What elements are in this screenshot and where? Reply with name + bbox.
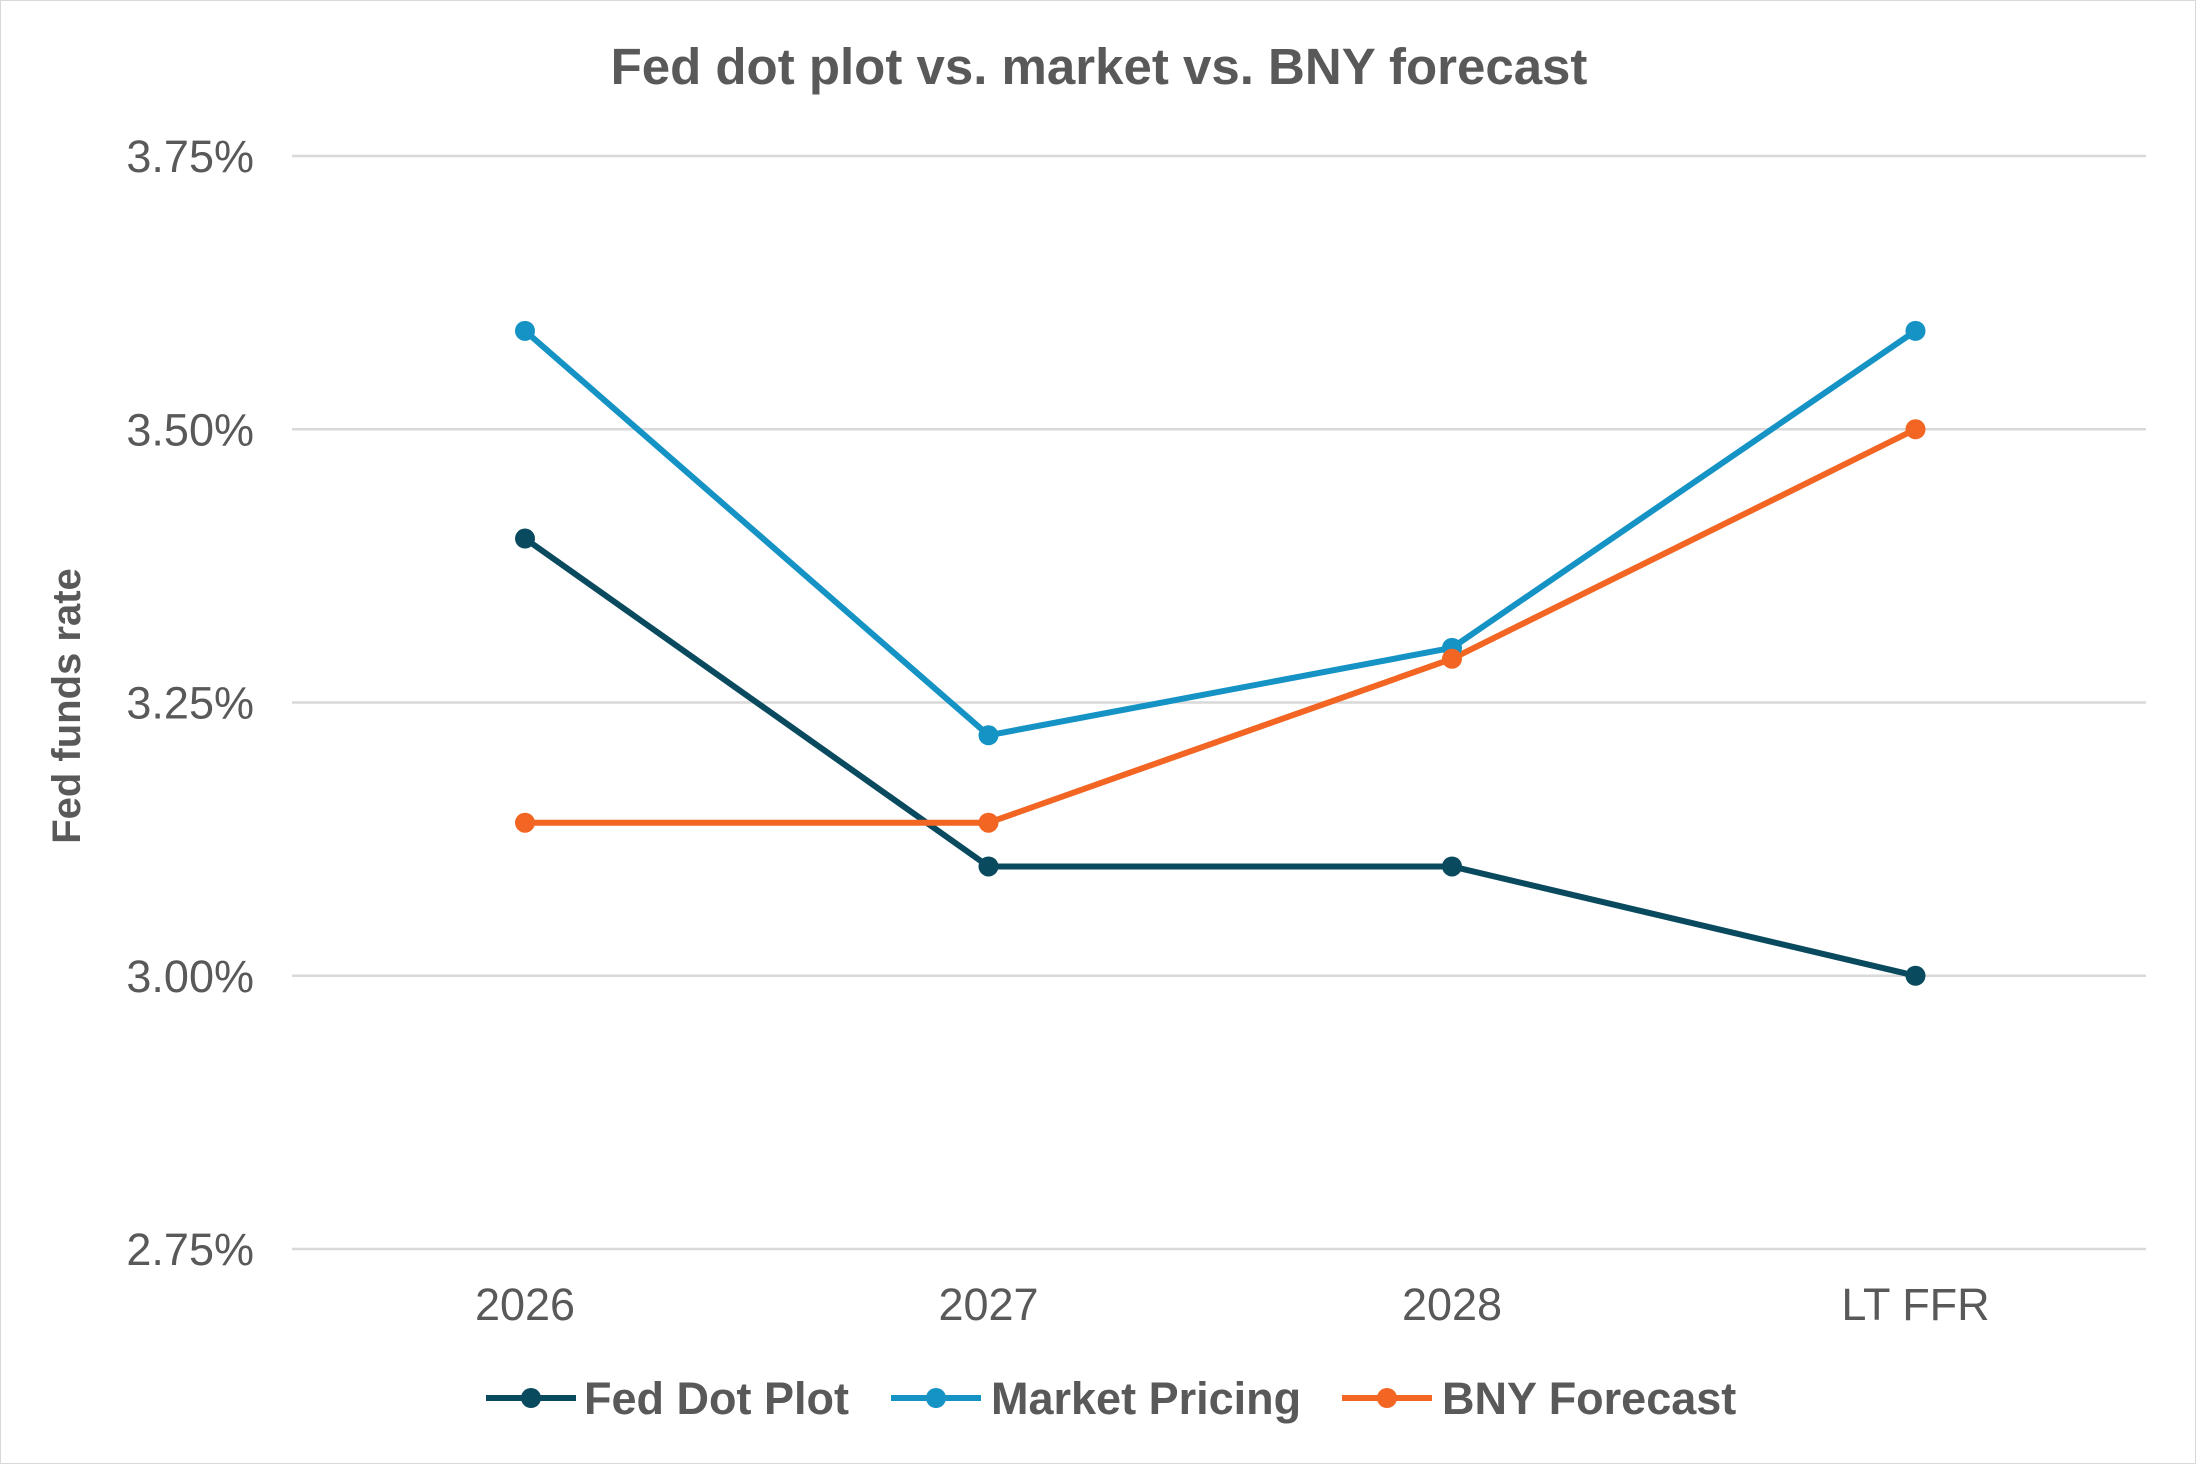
legend-swatch-marker [521, 1388, 541, 1408]
chart-title: Fed dot plot vs. market vs. BNY forecast [611, 38, 1588, 95]
legend-swatch-marker [926, 1388, 946, 1408]
y-tick-label: 3.75% [126, 131, 254, 182]
series-line-fed-dot-plot [523, 536, 1917, 979]
data-point [1905, 965, 1926, 986]
legend-label: BNY Forecast [1442, 1373, 1736, 1424]
legend-label: Fed Dot Plot [584, 1373, 849, 1424]
x-tick-label: LT FFR [1841, 1279, 1989, 1330]
legend-item-bny-forecast: BNY Forecast [1342, 1373, 1736, 1424]
data-point [1905, 419, 1926, 440]
data-point [515, 528, 535, 549]
y-tick-label: 3.25% [126, 678, 254, 729]
data-point [515, 812, 535, 833]
data-point [1442, 648, 1462, 669]
data-point [515, 320, 535, 341]
series-line-bny-forecast [525, 426, 1917, 826]
y-tick-label: 3.00% [126, 951, 254, 1002]
legend: Fed Dot Plot Market Pricing BNY Forecast [486, 1373, 1736, 1424]
gridlines [292, 154, 2146, 1251]
data-point [1905, 320, 1926, 341]
series-points [515, 320, 1926, 986]
data-point [1442, 856, 1462, 877]
y-axis-label: Fed funds rate [45, 568, 89, 844]
legend-label: Market Pricing [991, 1373, 1301, 1424]
y-axis-ticks: 2.75% 3.00% 3.25% 3.50% 3.75% [126, 131, 254, 1275]
x-tick-label: 2028 [1402, 1279, 1502, 1330]
data-point [978, 725, 999, 746]
x-axis-ticks: 2026 2027 2028 LT FFR [475, 1279, 1990, 1330]
x-tick-label: 2026 [475, 1279, 575, 1330]
data-point [978, 856, 999, 877]
y-tick-label: 2.75% [126, 1224, 254, 1275]
legend-item-market-pricing: Market Pricing [891, 1373, 1301, 1424]
series-line-market-pricing [523, 328, 1918, 739]
legend-swatch-marker [1377, 1388, 1397, 1408]
series-lines [523, 328, 1918, 979]
data-point [978, 812, 999, 833]
y-tick-label: 3.50% [126, 404, 254, 455]
legend-item-fed-dot-plot: Fed Dot Plot [486, 1373, 849, 1424]
x-tick-label: 2027 [938, 1279, 1038, 1330]
